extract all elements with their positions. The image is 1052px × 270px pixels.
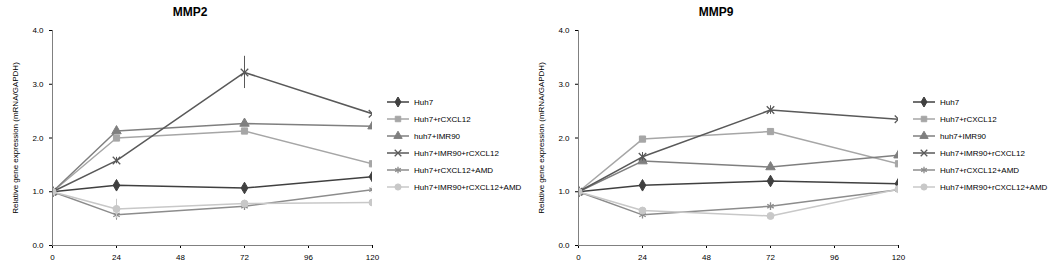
html-text:Huh7+IMR90+rCXCL12+AMD: Huh7+IMR90+rCXCL12+AMD [414, 182, 522, 192]
svg-text:24: 24 [638, 253, 647, 262]
svg-text:3.0: 3.0 [32, 80, 44, 89]
svg-text:0: 0 [50, 253, 55, 262]
html-text:huh7+IMR90: huh7+IMR90 [940, 131, 986, 141]
svg-text:0.0: 0.0 [32, 241, 44, 250]
svg-text:96: 96 [830, 253, 839, 262]
html-text:Huh7: Huh7 [940, 97, 960, 107]
svg-text:72: 72 [240, 253, 249, 262]
svg-text:120: 120 [892, 253, 906, 262]
svg-text:1.0: 1.0 [32, 187, 44, 196]
svg-text:Relative gene expression (mRNA: Relative gene expression (mRNA/GAPDH) [537, 62, 546, 214]
svg-text:96: 96 [304, 253, 313, 262]
html-text:Huh7+IMR90+rCXCL12: Huh7+IMR90+rCXCL12 [940, 148, 1025, 158]
html-text:Huh7+rCXCL12: Huh7+rCXCL12 [414, 114, 471, 124]
html-text:Huh7: Huh7 [414, 97, 434, 107]
svg-text:48: 48 [702, 253, 711, 262]
svg-text:0.0: 0.0 [558, 241, 570, 250]
svg-text:2.0: 2.0 [32, 134, 44, 143]
html-text:MMP2: MMP2 [172, 5, 208, 19]
html-text:Huh7+rCXCL12+AMD: Huh7+rCXCL12+AMD [940, 165, 1020, 175]
svg-text:24: 24 [112, 253, 121, 262]
svg-text:Relative gene expression (mRNA: Relative gene expression (mRNA/GAPDH) [11, 62, 20, 214]
svg-text:120: 120 [366, 253, 380, 262]
html-text:Huh7+IMR90+rCXCL12: Huh7+IMR90+rCXCL12 [414, 148, 499, 158]
svg-text:4.0: 4.0 [558, 26, 570, 35]
svg-text:1.0: 1.0 [558, 187, 570, 196]
svg-text:48: 48 [176, 253, 185, 262]
svg-text:2.0: 2.0 [558, 134, 570, 143]
html-text:Huh7+rCXCL12+AMD: Huh7+rCXCL12+AMD [414, 165, 494, 175]
svg-text:4.0: 4.0 [32, 26, 44, 35]
html-text:Huh7+IMR90+rCXCL12+AMD: Huh7+IMR90+rCXCL12+AMD [940, 182, 1048, 192]
svg-text:3.0: 3.0 [558, 80, 570, 89]
svg-text:72: 72 [766, 253, 775, 262]
svg-text:0: 0 [576, 253, 581, 262]
html-text:Huh7+rCXCL12: Huh7+rCXCL12 [940, 114, 997, 124]
html-text:huh7+IMR90: huh7+IMR90 [414, 131, 460, 141]
html-text:MMP9: MMP9 [698, 5, 734, 19]
